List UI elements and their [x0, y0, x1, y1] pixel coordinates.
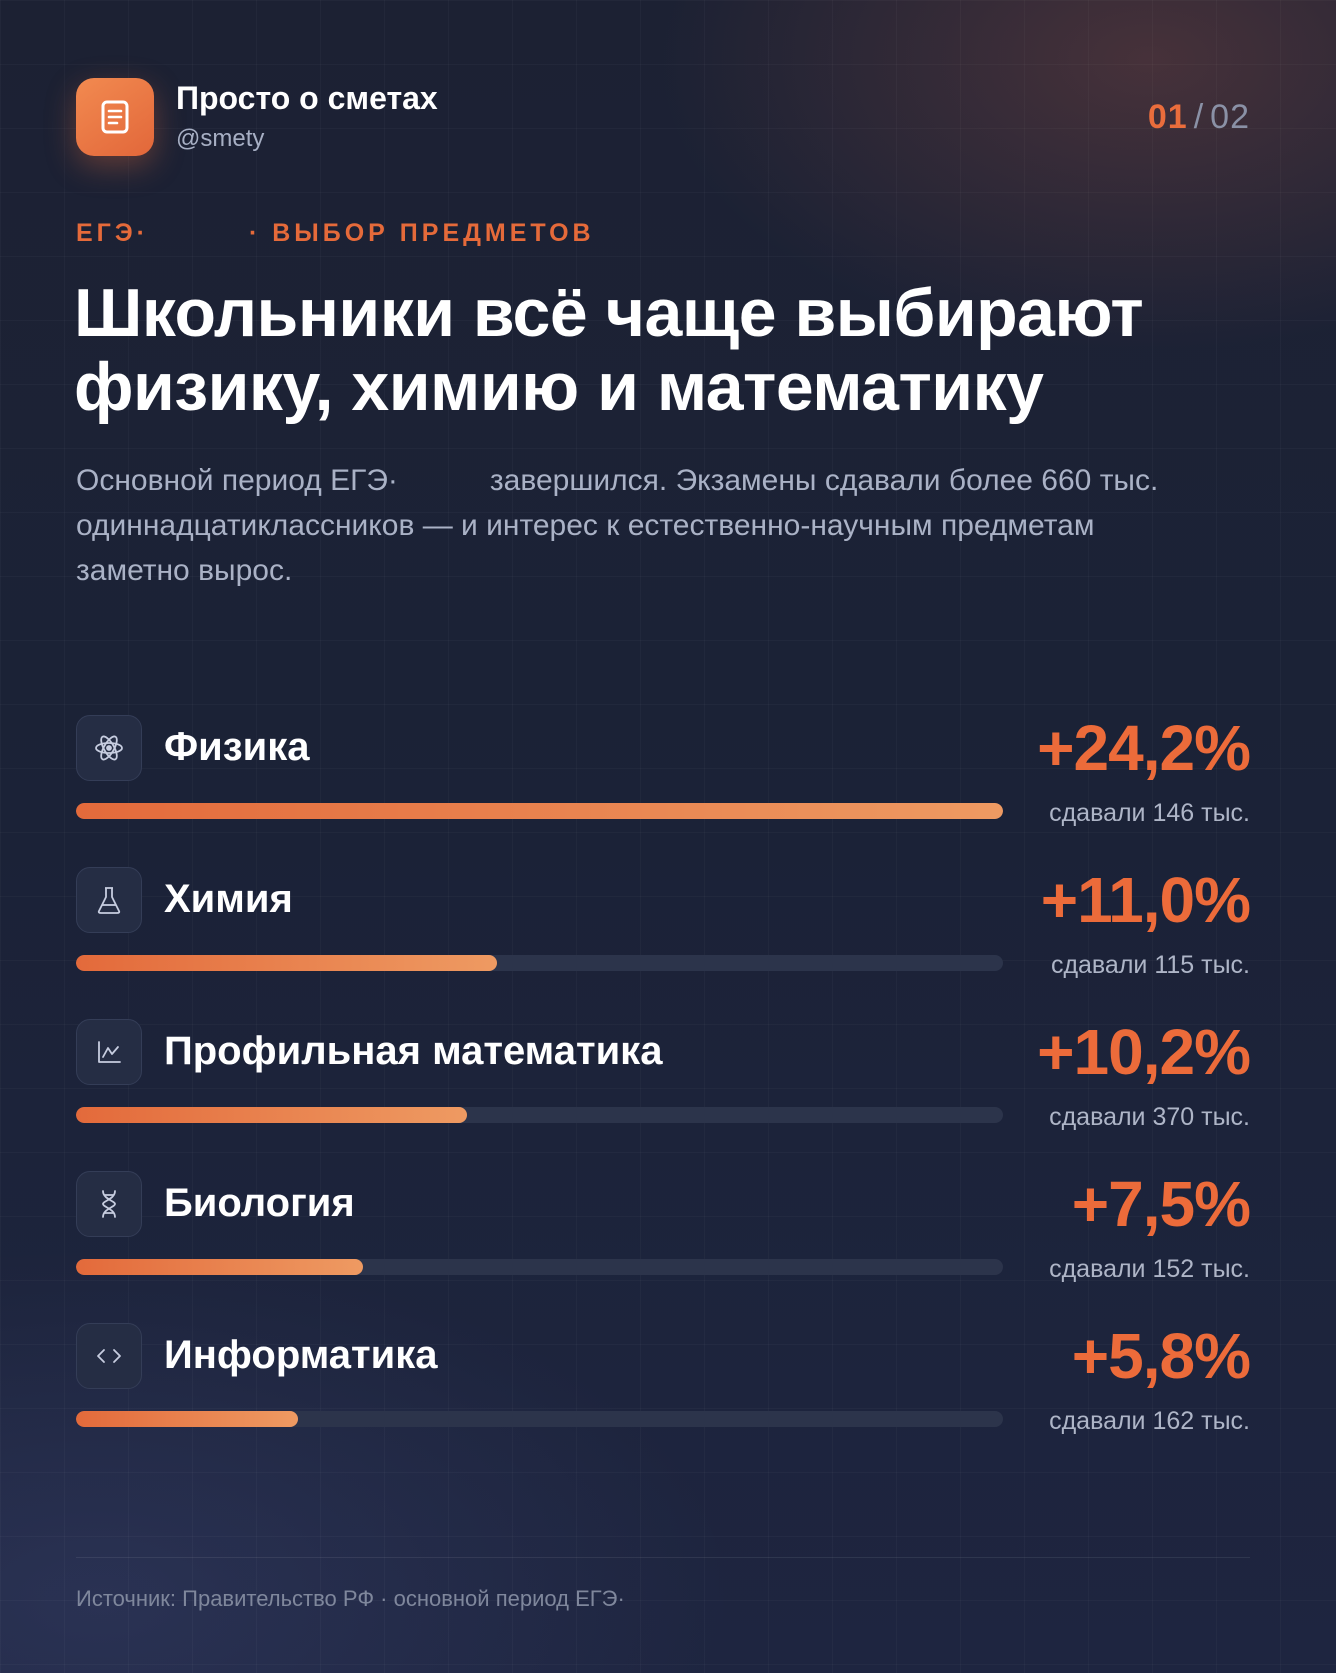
- progress-fill: [76, 1107, 467, 1123]
- progress-track: [76, 1107, 1003, 1123]
- dna-icon: [102, 1190, 116, 1218]
- subject-icon-box: [76, 715, 142, 781]
- subject-change: +24,2%: [1037, 712, 1251, 784]
- kicker-right: · ВЫБОР ПРЕДМЕТОВ: [248, 219, 595, 247]
- atom-icon: [95, 735, 123, 761]
- subject-row-informatics: Информатика +5,8% сдавали 162 тыс.: [76, 1320, 1251, 1473]
- subject-takers: сдавали 370 тыс.: [1049, 1103, 1250, 1131]
- progress-track: [76, 1411, 1003, 1427]
- progress-fill: [76, 1259, 364, 1275]
- code-icon: [97, 1349, 121, 1363]
- subject-icon-box: [76, 1019, 142, 1085]
- lead-part-1: Основной период ЕГЭ·: [76, 464, 398, 497]
- subject-icon-box: [76, 867, 142, 933]
- subject-row-physics: Физика +24,2% сдавали 146 тыс.: [76, 712, 1251, 865]
- subject-takers: сдавали 162 тыс.: [1049, 1407, 1250, 1435]
- subject-icon-box: [76, 1171, 142, 1237]
- subject-change: +5,8%: [1071, 1320, 1251, 1392]
- brand-name[interactable]: Просто о сметах: [176, 80, 438, 116]
- subject-name: Профильная математика: [164, 1029, 663, 1073]
- title-line-1: Школьники всё чаще выбирают: [74, 275, 1144, 351]
- subject-row-biology: Биология +7,5% сдавали 152 тыс.: [76, 1168, 1251, 1321]
- subject-takers: сдавали 152 тыс.: [1049, 1255, 1250, 1283]
- subject-name: Химия: [164, 877, 293, 921]
- progress-track: [76, 1259, 1003, 1275]
- subject-takers: сдавали 146 тыс.: [1049, 799, 1250, 827]
- page-title: Школьники всё чаще выбирают физику, хими…: [74, 276, 1264, 424]
- flask-icon: [97, 887, 121, 914]
- subject-icon-box: [76, 1323, 142, 1389]
- progress-fill: [76, 955, 498, 971]
- source-note: Источник: Правительство РФ · основной пе…: [76, 1586, 625, 1611]
- subject-name: Биология: [164, 1181, 355, 1225]
- progress-track: [76, 955, 1003, 971]
- chart-line-icon: [98, 1041, 121, 1063]
- section-kicker: ЕГЭ· · ВЫБОР ПРЕДМЕТОВ: [76, 219, 595, 248]
- page-current: 01: [1147, 98, 1188, 136]
- title-line-2: физику, химию и математику: [74, 349, 1044, 425]
- subject-name: Информатика: [164, 1333, 438, 1377]
- progress-fill: [76, 803, 1003, 819]
- lead-paragraph: Основной период ЕГЭ· завершился. Экзамены…: [76, 458, 1206, 593]
- kicker-left: ЕГЭ·: [76, 219, 149, 247]
- brand-handle[interactable]: @smety: [176, 125, 265, 152]
- page-separator: /: [1193, 98, 1205, 136]
- subject-takers: сдавали 115 тыс.: [1050, 951, 1250, 979]
- subject-change: +7,5%: [1071, 1168, 1251, 1240]
- page-total: 02: [1210, 98, 1250, 136]
- page-counter: 01/02: [1148, 98, 1250, 137]
- brand-logo: [76, 78, 154, 156]
- subject-row-math: Профильная математика +10,2% сдавали 370…: [76, 1016, 1251, 1169]
- subject-name: Физика: [164, 725, 310, 769]
- footer-divider: [76, 1557, 1250, 1558]
- subject-change: +11,0%: [1040, 864, 1251, 936]
- lead-part-2: завершился. Экзамены сдавали более 660 т…: [76, 464, 1159, 587]
- subject-change: +10,2%: [1037, 1016, 1251, 1088]
- document-icon: [101, 100, 129, 134]
- progress-fill: [76, 1411, 299, 1427]
- progress-track: [76, 803, 1003, 819]
- subject-row-chemistry: Химия +11,0% сдавали 115 тыс.: [76, 864, 1251, 1017]
